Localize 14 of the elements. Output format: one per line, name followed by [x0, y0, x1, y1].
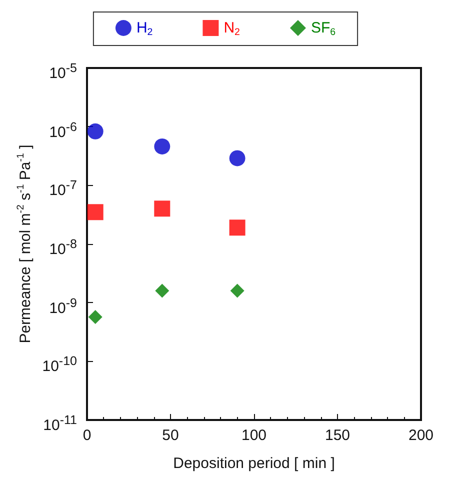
x-tick-label: 0: [82, 427, 92, 444]
y-tick-label: 10$^{-8}$: [49, 236, 77, 260]
y-axis-title: Permeance [ mol m-2 s-1 Pa-1 ]: [16, 144, 34, 344]
y-tick-label: 10$^{-9}$: [49, 294, 77, 319]
y-tick-label: 10$^{-7}$: [49, 177, 77, 202]
x-tick-label: 100: [241, 427, 267, 444]
y-tick-label: 10$^{-11}$: [43, 412, 77, 436]
x-tick-label: 150: [324, 427, 350, 444]
x-axis-title: Deposition period [ min ]: [173, 455, 335, 472]
x-tick-label: 200: [408, 427, 434, 444]
y-tick-label: 10$^{-10}$: [42, 353, 77, 378]
x-tick-label: 50: [162, 427, 179, 444]
y-tick-label: 10$^{-6}$: [49, 118, 77, 143]
y-tick-label: 10$^{-5}$: [49, 60, 77, 84]
